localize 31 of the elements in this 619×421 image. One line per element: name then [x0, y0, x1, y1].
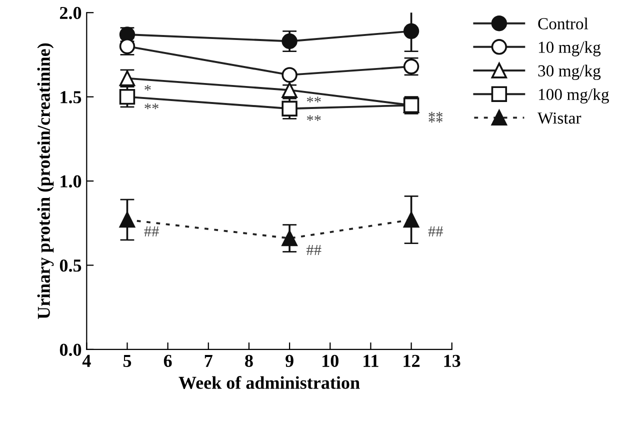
- x-tick-label: 10: [322, 354, 338, 367]
- annotation: **: [428, 116, 443, 123]
- x-tick-label: 5: [123, 354, 132, 367]
- legend-label: Wistar: [538, 112, 582, 124]
- legend-label: Control: [538, 18, 588, 30]
- y-tick-label: 1.0: [60, 175, 82, 188]
- x-tick-label: 6: [164, 354, 172, 367]
- legend-label: 30 mg/kg: [538, 64, 601, 80]
- x-tick-label: 12: [404, 354, 420, 367]
- y-tick-label: 2.0: [60, 6, 82, 20]
- y-tick-label: 0.5: [60, 259, 82, 272]
- annotation: **: [306, 96, 321, 102]
- x-tick-label: 13: [444, 354, 460, 367]
- annotation: *: [144, 84, 151, 91]
- x-tick-label: 11: [364, 354, 378, 367]
- x-tick-label: 9: [286, 354, 294, 367]
- legend-label: 10 mg/kg: [538, 41, 601, 56]
- x-tick-label: 8: [245, 354, 253, 367]
- legend-label: 100 mg/kg: [538, 88, 609, 104]
- annotation: **: [144, 103, 158, 110]
- x-tick-label: 7: [204, 354, 212, 367]
- x-axis-title: Week of administration: [178, 376, 360, 390]
- annotation: ##: [144, 226, 159, 236]
- annotation: **: [428, 112, 443, 118]
- y-axis-title: Urinary protein (protein/creatinine): [37, 43, 54, 320]
- y-tick-label: 0.0: [60, 344, 82, 356]
- annotation: **: [306, 115, 321, 121]
- x-tick-label: 4: [82, 354, 91, 367]
- y-tick-label: 1.5: [60, 91, 82, 104]
- annotation: ##: [306, 244, 322, 255]
- annotation: ##: [428, 226, 443, 236]
